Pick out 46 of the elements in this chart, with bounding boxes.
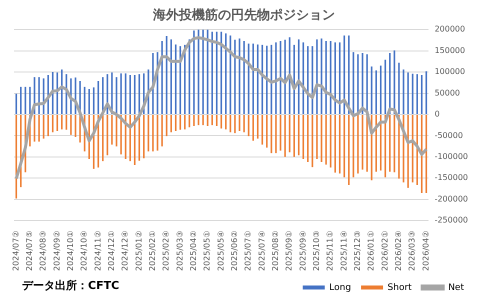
y-tick-label: 150000	[434, 46, 466, 55]
text: データ出所：CFTC	[22, 278, 120, 293]
x-tick-label: 2026/02④	[394, 230, 404, 271]
y-tick-label: 50000	[434, 88, 460, 98]
y-tick-label: 200000	[434, 24, 466, 34]
x-tick-label: 2026/04②	[421, 230, 430, 271]
x-tick-label: 2025/12③	[353, 230, 362, 271]
legend-label: Short	[388, 282, 412, 293]
x-tick-label: 2024/07⑤	[25, 230, 34, 271]
legend-label: Long	[329, 282, 352, 293]
x-tick-label: 2024/08③	[38, 230, 48, 271]
x-tick-label: 2025/10③	[312, 230, 322, 271]
x-tick-label: 2024/10①	[66, 230, 76, 271]
x-tick-label: 2025/11④	[339, 230, 348, 271]
y-tick-label: -250000	[434, 216, 468, 225]
y-tick-label: -100000	[434, 152, 468, 162]
x-tick-label: 2024/10④	[80, 230, 89, 271]
y-tick-label: 0	[434, 110, 440, 119]
x-tick-label: 2025/06②	[230, 230, 240, 271]
y-tick-label: -50000	[434, 130, 463, 140]
x-tick-label: 2025/11①	[326, 230, 335, 271]
x-tick-label: 2026/02①	[380, 230, 390, 271]
x-tick-label: 2026/03③	[408, 230, 417, 271]
chart-title: 海外投機筋の円先物ポジション	[152, 8, 335, 24]
x-tick-label: 2025/07④	[257, 230, 266, 271]
x-tick-label: 2025/05①	[202, 230, 212, 271]
x-tick-label: 2024/12①	[107, 230, 116, 271]
x-tick-label: 2025/09①	[284, 230, 294, 271]
x-tick-label: 2025/09④	[298, 230, 308, 271]
y-tick-label: -150000	[434, 173, 468, 182]
y-tick-label: -200000	[434, 194, 468, 204]
x-tick-label: 2025/05④	[216, 230, 226, 271]
x-tick-label: 2025/08②	[271, 230, 280, 271]
x-tick-label: 2026/01①	[366, 230, 376, 271]
x-tick-label: 2025/02①	[148, 230, 158, 271]
x-tick-label: 2024/09②	[52, 230, 62, 271]
y-tick-label: 100000	[434, 67, 466, 76]
x-tick-label: 2025/04②	[189, 230, 198, 271]
x-tick-label: 2024/11②	[93, 230, 102, 271]
x-tick-label: 2024/12④	[120, 230, 130, 271]
x-tick-label: 2025/07①	[244, 230, 253, 271]
legend-label: Net	[448, 282, 464, 293]
x-tick-label: 2025/03③	[175, 230, 184, 271]
x-tick-label: 2025/02④	[162, 230, 171, 271]
x-tick-label: 2024/07②	[11, 230, 20, 271]
x-tick-label: 2025/01②	[134, 230, 144, 271]
